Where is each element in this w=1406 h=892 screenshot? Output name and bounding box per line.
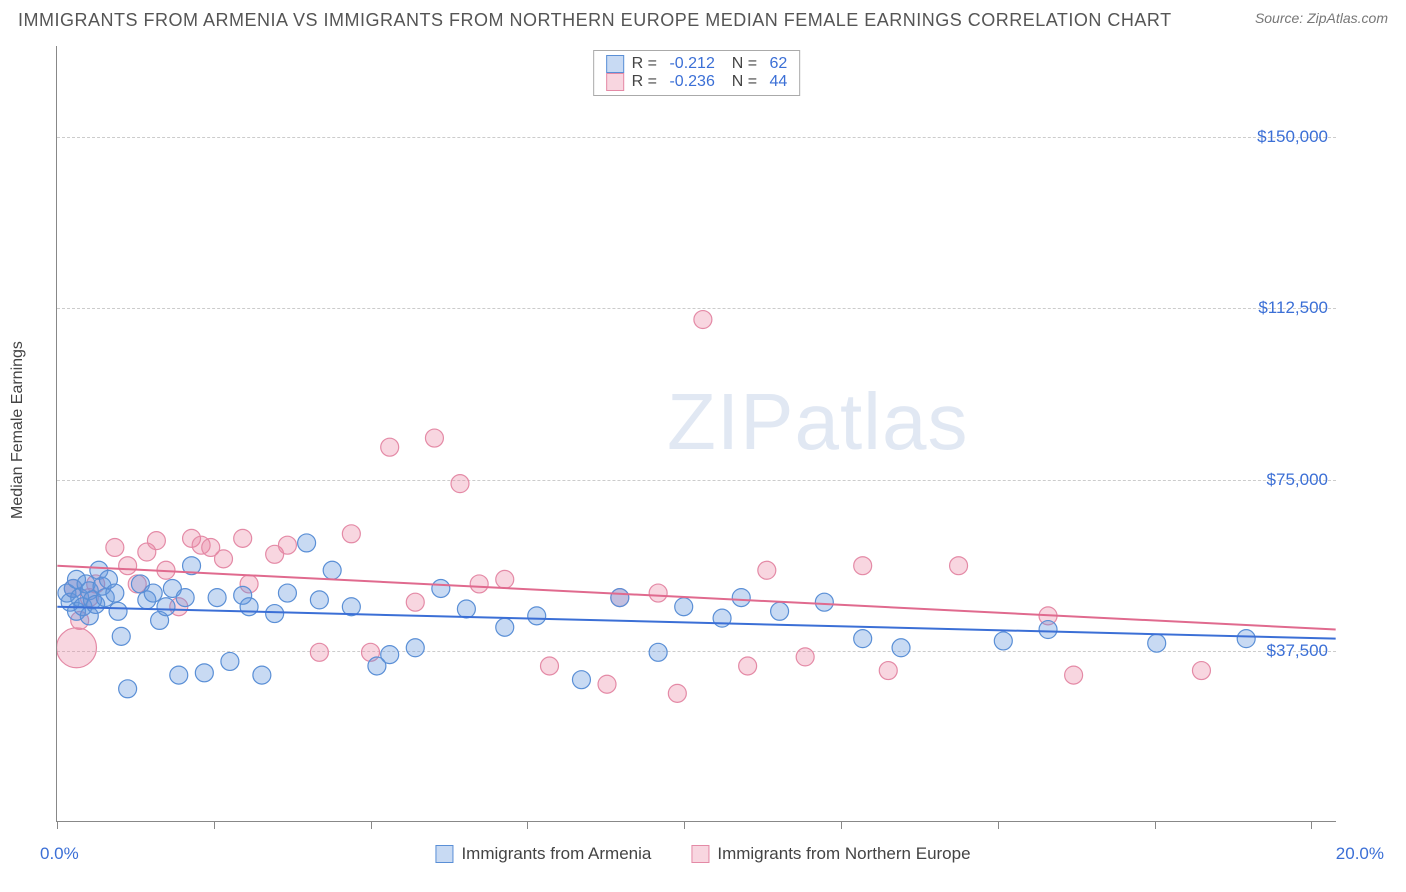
stat-r-label: R = — [632, 55, 662, 73]
data-point — [119, 557, 137, 575]
stat-n-label: N = — [723, 73, 762, 91]
data-point — [310, 643, 328, 661]
data-point — [221, 652, 239, 670]
data-point — [57, 628, 96, 668]
data-point — [854, 557, 872, 575]
data-point — [611, 589, 629, 607]
data-point — [298, 534, 316, 552]
data-point — [119, 680, 137, 698]
data-point — [675, 598, 693, 616]
x-tick — [371, 821, 372, 829]
data-point — [106, 538, 124, 556]
stat-n-neurope: 44 — [770, 73, 788, 91]
x-tick — [1155, 821, 1156, 829]
data-point — [195, 664, 213, 682]
legend-swatch-neurope — [606, 73, 624, 91]
data-point — [266, 605, 284, 623]
data-point — [342, 525, 360, 543]
data-point — [106, 584, 124, 602]
data-point — [649, 643, 667, 661]
data-point — [109, 602, 127, 620]
data-point — [496, 618, 514, 636]
legend-swatch-armenia — [435, 845, 453, 863]
scatter-svg — [57, 46, 1336, 821]
data-point — [1237, 630, 1255, 648]
data-point — [668, 684, 686, 702]
data-point — [253, 666, 271, 684]
x-tick — [841, 821, 842, 829]
stat-r-neurope: -0.236 — [669, 73, 714, 91]
stat-r-armenia: -0.212 — [669, 55, 714, 73]
x-tick — [57, 821, 58, 829]
data-point — [112, 627, 130, 645]
legend-label-neurope: Immigrants from Northern Europe — [717, 844, 970, 864]
data-point — [144, 584, 162, 602]
data-point — [771, 602, 789, 620]
data-point — [528, 607, 546, 625]
data-point — [170, 666, 188, 684]
data-point — [240, 598, 258, 616]
data-point — [234, 529, 252, 547]
y-axis-label: Median Female Earnings — [9, 341, 27, 519]
legend-swatch-armenia — [606, 55, 624, 73]
data-point — [1065, 666, 1083, 684]
data-point — [381, 646, 399, 664]
data-point — [406, 639, 424, 657]
stat-n-label: N = — [723, 55, 762, 73]
data-point — [147, 532, 165, 550]
stat-n-armenia: 62 — [770, 55, 788, 73]
data-point — [796, 648, 814, 666]
x-max-label: 20.0% — [1336, 844, 1384, 864]
data-point — [432, 580, 450, 598]
data-point — [425, 429, 443, 447]
data-point — [815, 593, 833, 611]
stat-r-label: R = — [632, 73, 662, 91]
x-tick — [684, 821, 685, 829]
x-tick — [527, 821, 528, 829]
legend-swatch-neurope — [691, 845, 709, 863]
data-point — [1148, 634, 1166, 652]
data-point — [215, 550, 233, 568]
plot-area: R = -0.212 N = 62 R = -0.236 N = 44 ZIPa… — [56, 46, 1336, 822]
data-point — [892, 639, 910, 657]
source-label: Source: ZipAtlas.com — [1255, 10, 1388, 26]
data-point — [310, 591, 328, 609]
data-point — [496, 570, 514, 588]
data-point — [649, 584, 667, 602]
x-tick — [998, 821, 999, 829]
x-min-label: 0.0% — [40, 844, 79, 864]
data-point — [451, 475, 469, 493]
legend-series: Immigrants from Armenia Immigrants from … — [435, 844, 970, 864]
legend-stats: R = -0.212 N = 62 R = -0.236 N = 44 — [593, 50, 801, 96]
chart-title: IMMIGRANTS FROM ARMENIA VS IMMIGRANTS FR… — [18, 10, 1172, 31]
data-point — [879, 662, 897, 680]
data-point — [381, 438, 399, 456]
data-point — [470, 575, 488, 593]
data-point — [854, 630, 872, 648]
data-point — [278, 584, 296, 602]
data-point — [758, 561, 776, 579]
data-point — [208, 589, 226, 607]
data-point — [950, 557, 968, 575]
data-point — [572, 671, 590, 689]
data-point — [598, 675, 616, 693]
data-point — [739, 657, 757, 675]
data-point — [994, 632, 1012, 650]
data-point — [278, 536, 296, 554]
x-tick — [1311, 821, 1312, 829]
data-point — [457, 600, 475, 618]
data-point — [541, 657, 559, 675]
data-point — [732, 589, 750, 607]
data-point — [323, 561, 341, 579]
data-point — [176, 589, 194, 607]
data-point — [1039, 621, 1057, 639]
data-point — [406, 593, 424, 611]
data-point — [157, 598, 175, 616]
x-tick — [214, 821, 215, 829]
data-point — [694, 311, 712, 329]
data-point — [1192, 662, 1210, 680]
legend-label-armenia: Immigrants from Armenia — [461, 844, 651, 864]
trend-line — [57, 607, 1335, 639]
